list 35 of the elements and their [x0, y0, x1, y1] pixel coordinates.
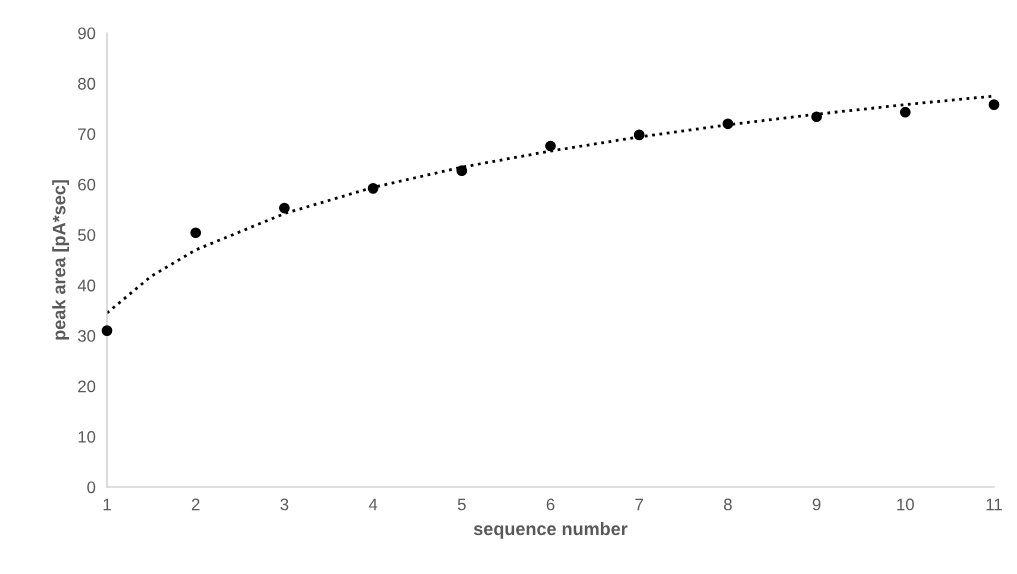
x-tick-label: 9: [812, 498, 821, 511]
x-tick-label: 11: [986, 498, 1002, 511]
point: [101, 325, 113, 336]
x-tick-label: 7: [635, 498, 643, 511]
y-tick-label: 90: [78, 27, 96, 40]
x-tick-label: 8: [723, 498, 732, 511]
y-tick-label: 30: [77, 330, 96, 342]
point: [456, 165, 468, 177]
y-tick-label: 50: [78, 229, 96, 241]
y-axis-title: peak area [pA*sec]: [52, 180, 70, 340]
x-tick-label: 4: [368, 498, 378, 511]
point: [899, 106, 911, 118]
point: [545, 140, 556, 152]
y-tick-label: 80: [78, 77, 96, 90]
x-tick-label: 1: [103, 498, 111, 511]
point: [722, 118, 734, 130]
y-tick-label: 20: [78, 380, 96, 393]
point: [279, 202, 290, 214]
point: [633, 129, 645, 141]
point: [811, 111, 822, 123]
point: [988, 99, 1000, 110]
y-tick-label: 70: [78, 128, 96, 141]
y-tick-label: 40: [77, 279, 96, 292]
point: [367, 183, 379, 194]
line-series: [107, 94, 994, 315]
point: [190, 227, 202, 239]
x-tick-label: 3: [280, 498, 289, 511]
x-tick-label: 6: [546, 498, 555, 511]
x-axis-title: sequence number: [473, 521, 628, 539]
x-tick-label: 5: [457, 498, 466, 511]
x-tick-label: 2: [191, 498, 200, 511]
y-tick-label: 60: [78, 178, 96, 191]
x-tick-label: 10: [897, 498, 914, 511]
y-tick-label: 10: [78, 430, 96, 443]
y-tick-label: 0: [87, 481, 96, 494]
